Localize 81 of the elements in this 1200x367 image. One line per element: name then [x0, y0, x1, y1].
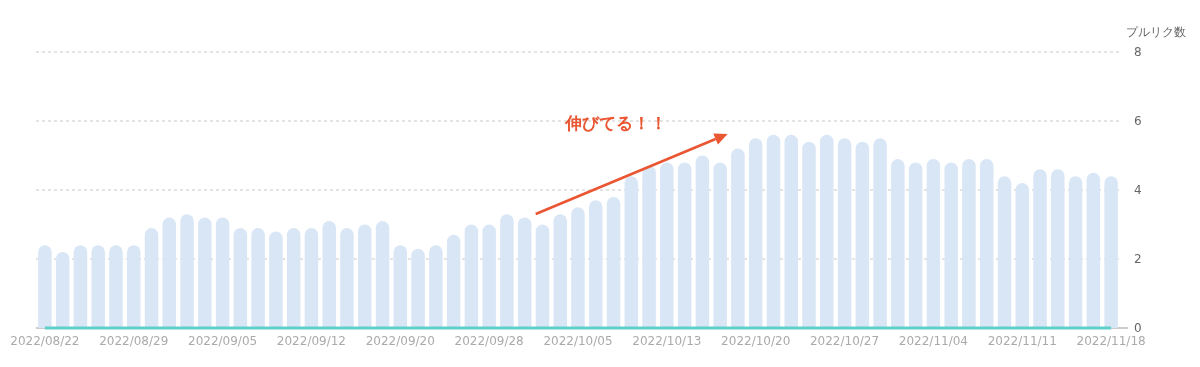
- bar: [91, 245, 105, 328]
- x-tick-label: 2022/11/11: [987, 334, 1057, 348]
- bar: [286, 227, 301, 328]
- x-tick-label: 2022/10/27: [809, 334, 880, 348]
- bar: [713, 162, 727, 328]
- x-tick-label: 2022/08/29: [99, 334, 169, 348]
- bar: [411, 248, 425, 328]
- bar: [979, 158, 994, 328]
- bar: [677, 162, 692, 328]
- bar: [624, 176, 639, 328]
- y-tick-label: 8: [1134, 45, 1142, 59]
- bar: [233, 227, 248, 328]
- bar: [1015, 183, 1030, 328]
- bar: [1104, 176, 1118, 328]
- bar: [748, 138, 763, 328]
- bar: [571, 207, 585, 328]
- bar: [660, 162, 674, 328]
- bar: [144, 227, 159, 328]
- bar: [784, 134, 798, 328]
- x-tick-label: 2022/08/22: [10, 334, 80, 348]
- y-tick-label: 0: [1134, 321, 1142, 335]
- x-tick-label: 2022/10/05: [543, 334, 613, 348]
- bar: [304, 227, 319, 328]
- bar: [198, 217, 212, 328]
- bar: [820, 134, 834, 328]
- y-tick-label: 2: [1134, 252, 1142, 266]
- x-tick-label: 2022/11/18: [1076, 334, 1146, 348]
- x-tick-label: 2022/11/04: [898, 334, 968, 348]
- bar: [251, 227, 265, 328]
- bar: [535, 224, 550, 328]
- bar: [358, 224, 372, 328]
- bar: [322, 221, 336, 328]
- x-tick-label: 2022/10/13: [632, 334, 702, 348]
- x-tick-label: 2022/09/20: [365, 334, 435, 348]
- bar: [962, 158, 976, 328]
- bar: [464, 224, 479, 328]
- x-tick-label: 2022/09/05: [188, 334, 258, 348]
- bar: [393, 245, 408, 328]
- bar: [908, 162, 923, 328]
- bar: [269, 231, 283, 328]
- bar: [73, 245, 88, 328]
- bar: [500, 214, 514, 328]
- y-tick-label: 6: [1134, 114, 1142, 128]
- bar: [1068, 176, 1083, 328]
- bar: [891, 158, 905, 328]
- bar: [482, 224, 496, 328]
- bar: [375, 221, 390, 328]
- bar: [215, 217, 230, 328]
- bar: [802, 141, 816, 328]
- y-axis-title: プルリク数: [1126, 25, 1186, 39]
- bar: [162, 217, 177, 328]
- x-tick-label: 2022/10/20: [721, 334, 791, 348]
- y-tick-label: 4: [1134, 183, 1142, 197]
- bar: [38, 245, 52, 328]
- x-tick-label: 2022/09/28: [454, 334, 524, 348]
- bar: [731, 148, 745, 328]
- bar: [126, 245, 141, 328]
- bar: [766, 134, 781, 328]
- annotation: 伸びてる！！: [563, 113, 667, 134]
- bar: [55, 252, 70, 328]
- bar: [517, 217, 532, 328]
- bar: [695, 155, 710, 328]
- bar: [837, 138, 852, 328]
- bar: [606, 196, 621, 328]
- bar: [340, 227, 354, 328]
- bar: [180, 214, 194, 328]
- bar: [553, 214, 567, 328]
- bar: [873, 138, 887, 328]
- bar: [1033, 169, 1047, 328]
- bar: [1051, 169, 1065, 328]
- bar: [1086, 172, 1101, 328]
- bar: [642, 165, 656, 328]
- bar: [429, 245, 443, 328]
- x-tick-label: 2022/09/12: [276, 334, 347, 348]
- bar: [997, 176, 1012, 328]
- bar: [109, 245, 123, 328]
- bar: [589, 200, 603, 328]
- bar: [926, 158, 941, 328]
- bar: [446, 234, 461, 328]
- bar: [944, 162, 958, 328]
- bar: [855, 141, 870, 328]
